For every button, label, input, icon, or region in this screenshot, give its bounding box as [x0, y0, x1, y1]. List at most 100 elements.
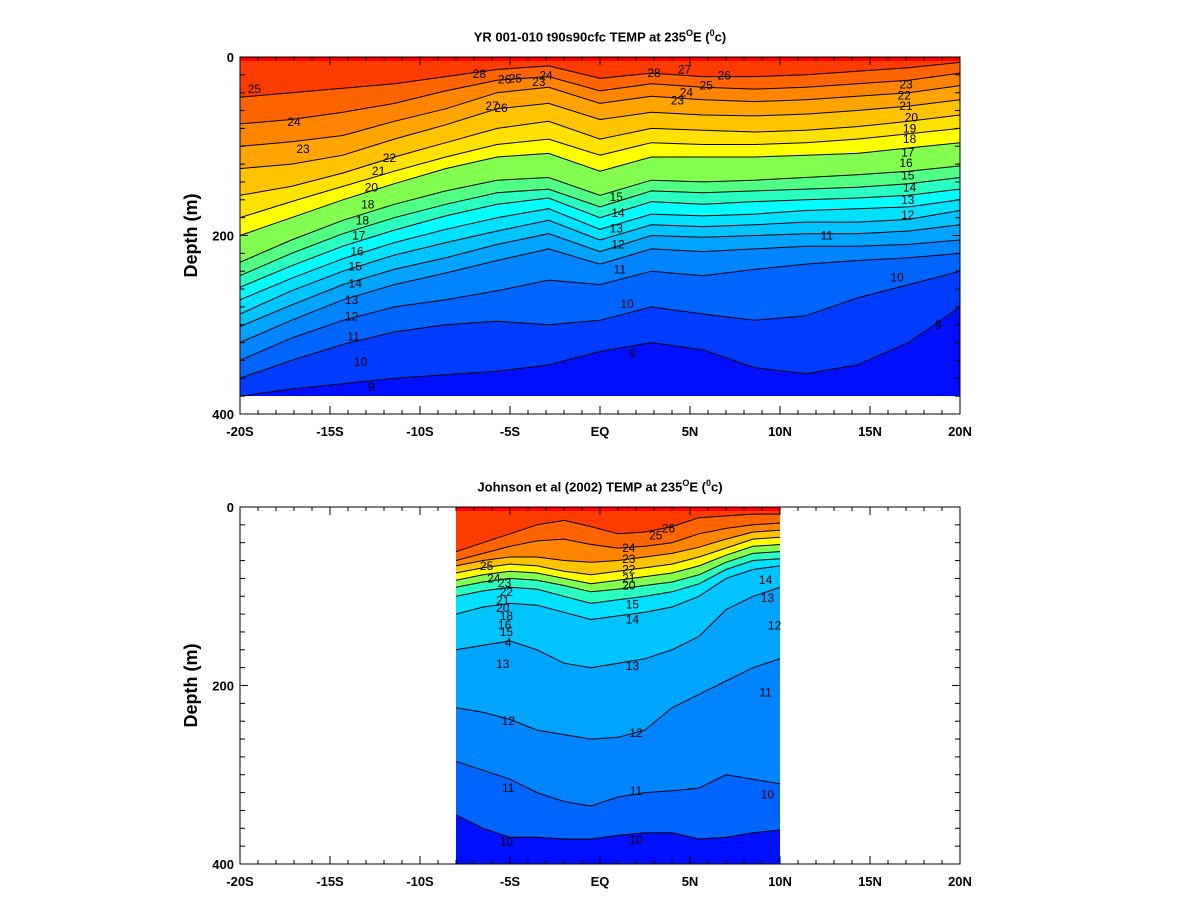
contour-label: 23: [532, 75, 546, 89]
contour-label: 15: [626, 597, 640, 611]
contour-label: 26: [498, 72, 512, 86]
contour-line-23: [240, 99, 960, 170]
contour-label: 13: [761, 591, 775, 605]
contour-label: 22: [898, 88, 912, 102]
contour-label: 26: [662, 521, 676, 535]
contour-line-13: [456, 586, 780, 669]
contour-line-11: [240, 252, 960, 361]
contour-label: 18: [356, 213, 370, 227]
contour-label: 12: [768, 619, 782, 633]
contour-label: 22: [383, 151, 397, 165]
contour-label: 26: [718, 69, 732, 83]
contour-label: 11: [759, 686, 772, 700]
title-prefix: Johnson et al (2002) TEMP at 235: [477, 479, 683, 495]
contour-label: 21: [496, 594, 510, 608]
contour-label: 13: [345, 293, 359, 307]
contour-line-12: [240, 239, 960, 344]
contour-label: 11: [630, 784, 643, 798]
contour-line-14: [456, 565, 780, 621]
title-degree: O: [686, 28, 694, 38]
contour-label: 10: [500, 835, 514, 849]
title-suffix: c): [711, 479, 723, 495]
contour-label: 14: [626, 612, 640, 626]
contour-label: 24: [487, 571, 501, 585]
contour-label: 9: [368, 380, 375, 394]
contour-label: 25: [649, 529, 663, 543]
contour-label: 26: [494, 101, 508, 115]
contour-line-20: [456, 544, 780, 585]
x-tick-label: -20S: [226, 874, 254, 889]
contour-label: 25: [700, 79, 714, 93]
y-tick-label: 0: [227, 50, 234, 65]
x-tick-label: -15S: [316, 424, 344, 439]
contour-label: 14: [611, 206, 625, 220]
contour-line-26: [456, 513, 780, 553]
contour-line-9: [240, 306, 960, 397]
contour-line-24: [456, 529, 780, 567]
y-tick-label: 400: [212, 857, 234, 872]
contour-label: 28: [473, 67, 487, 81]
contour-label: 12: [901, 208, 915, 222]
temperature-band-26: [240, 57, 960, 98]
contour-label: 13: [626, 659, 640, 673]
contour-label: 18: [361, 197, 375, 211]
temperature-band-26: [456, 507, 780, 552]
contour-label: 9: [935, 318, 942, 332]
contour-label: 16: [899, 156, 913, 170]
x-tick-label: -15S: [316, 874, 344, 889]
contour-label: 9: [629, 346, 636, 360]
contour-label: 28: [647, 66, 661, 80]
x-tick-label: 15N: [858, 874, 882, 889]
contour-label: 22: [622, 562, 636, 576]
top-chart-svg: 2524232221201818171615141312111099101112…: [181, 50, 972, 439]
contour-line-11: [456, 760, 780, 807]
y-axis-label: Depth (m): [181, 644, 201, 728]
x-tick-label: -5S: [500, 874, 521, 889]
contour-line-10: [240, 270, 960, 379]
title-suffix: c): [714, 29, 727, 45]
y-axis-label: Depth (m): [181, 194, 201, 278]
contour-label: 14: [349, 277, 363, 291]
title-mid: E (: [693, 29, 710, 45]
x-tick-label: 5N: [682, 424, 699, 439]
contour-label: 25: [509, 71, 523, 85]
contour-label: 21: [372, 164, 386, 178]
contour-label: 16: [498, 618, 512, 632]
y-tick-label: 400: [212, 407, 234, 422]
contour-label: 22: [500, 585, 514, 599]
x-tick-label: -10S: [406, 874, 434, 889]
contour-label: 20: [622, 579, 636, 593]
x-tick-label: 5N: [682, 874, 699, 889]
contour-label: 17: [352, 229, 366, 243]
contour-label: 24: [287, 115, 301, 129]
temperature-field: [456, 507, 780, 864]
contour-label: 24: [680, 86, 694, 100]
contour-label: 10: [620, 297, 634, 311]
title-prefix: YR 001-010 t90s90cfc TEMP at 235: [473, 29, 686, 45]
contour-label: 11: [347, 329, 360, 343]
top-chart-panel: YR 001-010 t90s90cfc TEMP at 235OE (0c) …: [181, 28, 972, 439]
contour-label: 24: [622, 541, 636, 555]
contour-label: 4: [505, 636, 512, 650]
contour-label: 12: [502, 714, 516, 728]
x-tick-label: EQ: [591, 874, 610, 889]
contour-line-26: [240, 61, 960, 98]
contour-label: 25: [248, 82, 262, 96]
title-unit-sup: 0: [709, 28, 715, 38]
contour-line-20: [240, 142, 960, 236]
contour-line-12: [456, 658, 780, 740]
title-degree: O: [682, 478, 690, 488]
contour-label: 23: [899, 78, 913, 92]
contour-label: 18: [903, 132, 917, 146]
contour-line-24: [240, 85, 960, 147]
contour-label: 13: [610, 221, 624, 235]
contour-label: 27: [485, 99, 499, 113]
contour-line-18: [456, 551, 780, 593]
contour-label: 15: [901, 169, 915, 183]
x-tick-label: EQ: [591, 424, 610, 439]
contour-line-13: [240, 224, 960, 327]
contour-label: 11: [821, 229, 834, 243]
contour-label: 14: [903, 180, 917, 194]
contour-label: 12: [611, 237, 625, 251]
y-tick-label: 0: [227, 500, 234, 515]
